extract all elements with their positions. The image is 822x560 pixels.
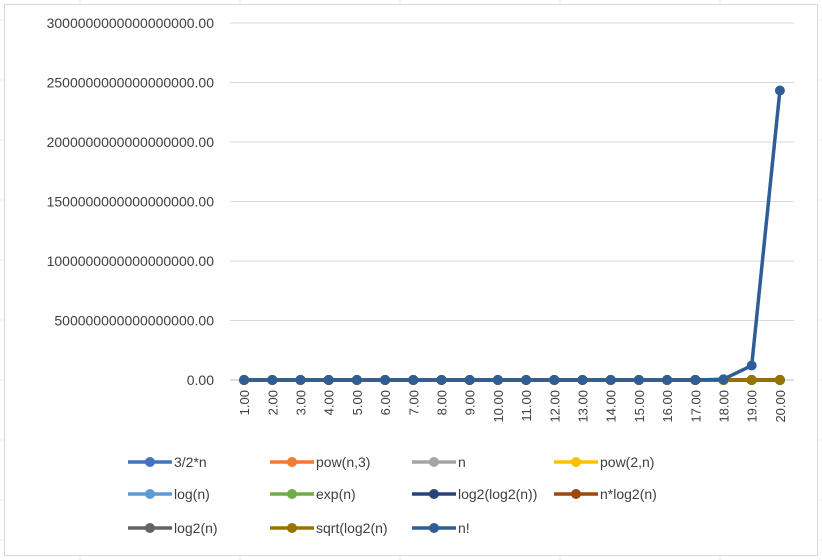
x-tick-label: 4.00 bbox=[322, 390, 337, 415]
data-point bbox=[662, 374, 673, 385]
legend-item: n! bbox=[412, 520, 470, 536]
data-point bbox=[295, 375, 306, 385]
data-point bbox=[549, 375, 560, 385]
x-tick-label: 7.00 bbox=[406, 390, 421, 415]
x-tick-label: 9.00 bbox=[463, 390, 478, 415]
legend-item: log2(n) bbox=[128, 520, 218, 536]
legend-marker bbox=[571, 457, 581, 467]
legend-marker bbox=[287, 523, 297, 533]
y-tick-label: 0.00 bbox=[187, 372, 214, 388]
x-tick-label: 16.00 bbox=[660, 390, 675, 423]
legend-marker bbox=[429, 523, 439, 533]
x-tick-label: 8.00 bbox=[435, 390, 450, 415]
y-tick-label: 500000000000000000.00 bbox=[54, 313, 214, 329]
data-point bbox=[492, 375, 503, 385]
data-point bbox=[436, 375, 447, 385]
data-point bbox=[521, 375, 532, 385]
x-tick-label: 3.00 bbox=[294, 390, 309, 415]
y-tick-label: 2500000000000000000.00 bbox=[47, 75, 215, 91]
legend-item: 3/2*n bbox=[128, 454, 207, 470]
legend-item: n*log2(n) bbox=[554, 486, 657, 502]
x-tick-label: 13.00 bbox=[576, 390, 591, 423]
legend-marker bbox=[145, 523, 155, 533]
legend-label: 3/2*n bbox=[174, 454, 207, 470]
data-point bbox=[380, 375, 391, 385]
x-tick-label: 19.00 bbox=[745, 390, 760, 423]
x-tick-label: 6.00 bbox=[378, 390, 393, 415]
legend-item: n bbox=[412, 454, 466, 470]
data-point bbox=[464, 375, 475, 385]
x-tick-label: 17.00 bbox=[688, 390, 703, 423]
legend-item: pow(2,n) bbox=[554, 454, 654, 470]
legend-item: exp(n) bbox=[270, 486, 356, 502]
data-point bbox=[718, 374, 729, 385]
legend-label: pow(n,3) bbox=[316, 454, 370, 470]
legend-label: exp(n) bbox=[316, 486, 356, 502]
legend-marker bbox=[145, 489, 155, 499]
data-point bbox=[746, 360, 757, 371]
legend-marker bbox=[145, 457, 155, 467]
x-tick-label: 14.00 bbox=[604, 390, 619, 423]
x-tick-label: 10.00 bbox=[491, 390, 506, 423]
legend-label: n! bbox=[458, 520, 470, 536]
legend-label: log(n) bbox=[174, 486, 210, 502]
chart-area[interactable] bbox=[4, 4, 818, 556]
legend-marker bbox=[287, 489, 297, 499]
legend-item: log2(log2(n)) bbox=[412, 486, 537, 502]
legend-marker bbox=[429, 489, 439, 499]
legend-label: n*log2(n) bbox=[600, 486, 657, 502]
legend-item: pow(n,3) bbox=[270, 454, 370, 470]
data-point bbox=[351, 375, 362, 385]
data-point bbox=[774, 85, 785, 96]
legend-marker bbox=[429, 457, 439, 467]
x-tick-label: 15.00 bbox=[632, 390, 647, 423]
x-tick-label: 2.00 bbox=[265, 390, 280, 415]
x-tick-label: 18.00 bbox=[717, 390, 732, 423]
data-point bbox=[746, 375, 757, 385]
legend-label: pow(2,n) bbox=[600, 454, 654, 470]
x-tick-label: 12.00 bbox=[547, 390, 562, 423]
data-point bbox=[408, 375, 419, 385]
y-tick-label: 3000000000000000000.00 bbox=[47, 15, 215, 31]
data-point bbox=[239, 375, 250, 385]
y-tick-label: 2000000000000000000.00 bbox=[47, 134, 215, 150]
legend-label: log2(log2(n)) bbox=[458, 486, 537, 502]
series-line bbox=[244, 90, 782, 382]
data-point bbox=[774, 375, 785, 385]
data-point bbox=[577, 375, 588, 385]
legend-item: sqrt(log2(n) bbox=[270, 520, 388, 536]
data-point bbox=[323, 375, 334, 385]
legend-label: log2(n) bbox=[174, 520, 218, 536]
x-tick-label: 20.00 bbox=[773, 390, 788, 423]
x-tick-label: 5.00 bbox=[350, 390, 365, 415]
data-point bbox=[605, 375, 616, 385]
x-tick-label: 1.00 bbox=[237, 390, 252, 415]
y-tick-label: 1000000000000000000.00 bbox=[47, 253, 215, 269]
legend-marker bbox=[571, 489, 581, 499]
x-tick-label: 11.00 bbox=[519, 390, 534, 422]
legend-label: sqrt(log2(n) bbox=[316, 520, 388, 536]
series-10 bbox=[239, 85, 785, 385]
legend-marker bbox=[287, 457, 297, 467]
legend-label: n bbox=[458, 454, 466, 470]
data-point bbox=[267, 375, 278, 385]
data-point bbox=[633, 374, 644, 385]
data-point bbox=[690, 374, 701, 385]
y-tick-label: 1500000000000000000.00 bbox=[47, 194, 215, 210]
legend-item: log(n) bbox=[128, 486, 210, 502]
